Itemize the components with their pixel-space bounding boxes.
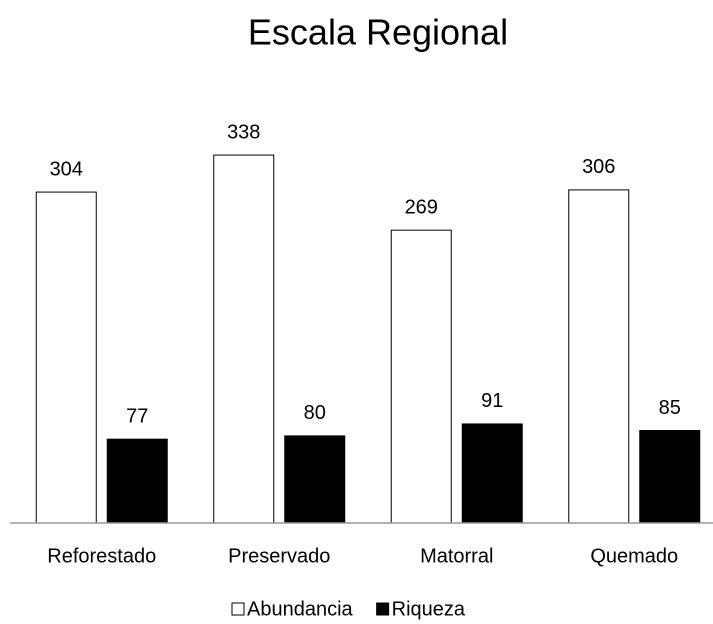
bar [390,229,452,524]
data-label: 80 [304,402,326,424]
bar [639,429,701,524]
bar [106,438,168,524]
legend-swatch [376,602,390,616]
data-label: 338 [227,121,260,143]
bar [35,191,97,524]
legend-label: Riqueza [392,598,466,620]
chart-title: Escala Regional [248,12,508,53]
x-tick-label: Quemado [590,545,678,567]
bar [461,423,523,524]
data-label: 306 [582,156,615,178]
data-label: 85 [659,397,681,419]
legend-swatch [231,602,245,616]
bar [568,189,630,524]
x-tick-label: Reforestado [47,545,156,567]
x-tick-label: Matorral [420,545,493,567]
bar [213,154,275,524]
data-label: 91 [481,390,503,412]
data-label: 269 [405,196,438,218]
bar [284,435,346,524]
legend-label: Abundancia [247,598,354,620]
data-label: 77 [126,405,148,427]
data-label: 304 [50,158,83,180]
x-tick-label: Preservado [228,545,330,567]
